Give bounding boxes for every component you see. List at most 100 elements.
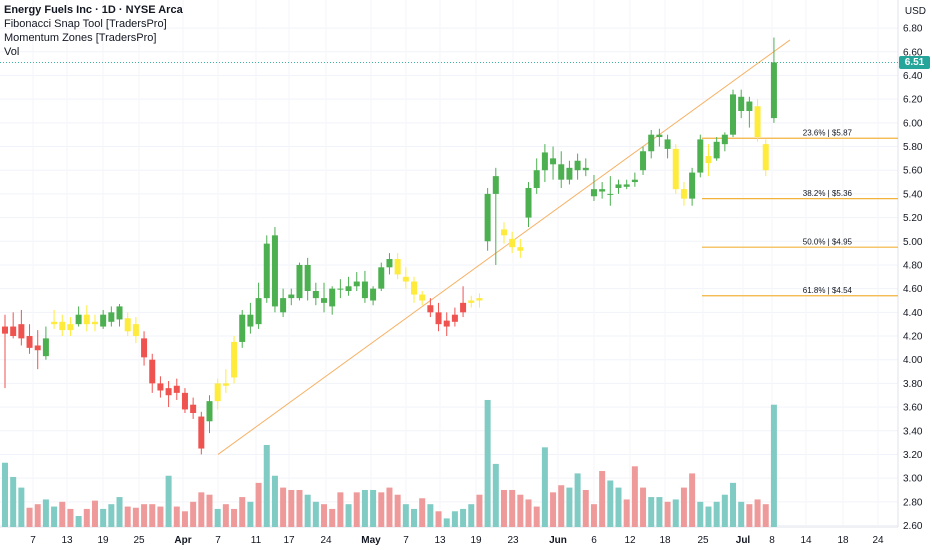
- volume-bar: [558, 485, 565, 527]
- candle-body: [566, 167, 573, 180]
- candle-body: [427, 305, 434, 313]
- volume-bar: [51, 506, 58, 527]
- y-tick-label: 2.60: [903, 521, 923, 532]
- candle-body: [296, 264, 303, 299]
- candle-body: [100, 314, 107, 327]
- volume-bar: [451, 511, 458, 527]
- candle-body: [476, 298, 483, 301]
- candle-body: [255, 298, 262, 325]
- x-tick-label: 19: [97, 535, 109, 546]
- candle-body: [672, 148, 679, 190]
- volume-bar: [705, 506, 712, 527]
- y-tick-label: 4.80: [903, 260, 923, 271]
- volume-bar: [34, 504, 41, 527]
- candle-body: [222, 383, 229, 386]
- volume-bar: [312, 501, 319, 527]
- candle-body: [263, 243, 270, 299]
- volume-bar: [345, 504, 352, 527]
- candle-body: [231, 341, 238, 378]
- candle-body: [443, 320, 450, 327]
- y-tick-label: 6.80: [903, 24, 923, 35]
- trend-line: [217, 39, 791, 455]
- volume-bar: [198, 492, 205, 527]
- volume-bar: [468, 504, 475, 527]
- candle-body: [18, 324, 25, 339]
- indicator-momentum-zones[interactable]: Momentum Zones [TradersPro]: [4, 32, 157, 44]
- x-tick-label: 24: [320, 535, 332, 546]
- candle-body: [509, 238, 516, 248]
- volume-bar: [108, 504, 115, 527]
- y-tick-label: 4.60: [903, 284, 923, 295]
- volume-bar: [386, 487, 393, 527]
- volume-bar: [157, 506, 164, 527]
- candle-body: [394, 259, 401, 275]
- volume-bar: [730, 482, 737, 527]
- x-tick-label: 17: [283, 535, 295, 546]
- candle-body: [288, 294, 295, 299]
- candle-body: [378, 267, 385, 289]
- candle-body: [42, 338, 49, 357]
- volume-bar: [640, 487, 647, 527]
- candle-body: [345, 286, 352, 292]
- volume-bar: [525, 499, 532, 527]
- x-tick-label: 23: [507, 535, 519, 546]
- volume-bar: [590, 504, 597, 527]
- fib-level-label: 61.8% | $4.54: [803, 286, 853, 295]
- candle-body: [468, 300, 475, 303]
- volume-bar: [623, 499, 630, 527]
- y-tick-label: 3.00: [903, 474, 923, 485]
- volume-bar: [460, 508, 467, 527]
- candle-body: [460, 302, 467, 313]
- candle-body: [206, 401, 213, 422]
- candle-body: [689, 172, 696, 199]
- candle-body: [648, 134, 655, 152]
- candle-body: [550, 158, 557, 165]
- candle-body: [525, 187, 532, 218]
- candle-body: [730, 94, 737, 135]
- y-tick-label: 4.40: [903, 308, 923, 319]
- candle-body: [337, 288, 344, 290]
- candle-body: [623, 184, 630, 187]
- candle-body: [67, 324, 74, 331]
- x-tick-label: Jun: [549, 535, 567, 546]
- volume-bar: [656, 497, 663, 527]
- y-tick-label: 5.00: [903, 237, 923, 248]
- volume-bar: [721, 494, 728, 527]
- volume-bar: [509, 489, 516, 527]
- volume-bar: [116, 497, 123, 527]
- x-tick-label: 25: [133, 535, 145, 546]
- volume-bar: [18, 487, 25, 527]
- y-tick-label: 6.60: [903, 47, 923, 58]
- symbol-title[interactable]: Energy Fuels Inc · 1D · NYSE Arca: [4, 4, 183, 16]
- fib-level-label: 23.6% | $5.87: [803, 129, 853, 138]
- candle-body: [558, 164, 565, 180]
- currency-label[interactable]: USD: [904, 6, 926, 17]
- volume-bar: [484, 399, 491, 527]
- x-tick-label: 18: [659, 535, 671, 546]
- candle-body: [173, 385, 180, 393]
- volume-bar: [762, 504, 769, 527]
- volume-bar: [533, 506, 540, 527]
- volume-bar: [10, 476, 17, 527]
- volume-bar: [574, 473, 581, 527]
- y-tick-label: 6.00: [903, 118, 923, 129]
- candle-body: [124, 318, 131, 332]
- volume-bar: [689, 473, 696, 527]
- candle-body: [746, 101, 753, 111]
- candle-body: [239, 314, 246, 342]
- candle-body: [198, 416, 205, 449]
- candle-body: [91, 321, 98, 325]
- volume-bar: [231, 508, 238, 527]
- volume-bar: [680, 487, 687, 527]
- candle-body: [656, 134, 663, 138]
- volume-bar: [378, 492, 385, 527]
- indicator-volume[interactable]: Vol: [4, 46, 20, 58]
- volume-bar: [247, 501, 254, 527]
- volume-bar: [255, 482, 262, 527]
- candle-body: [247, 314, 254, 327]
- y-tick-label: 6.40: [903, 71, 923, 82]
- indicator-fibonacci[interactable]: Fibonacci Snap Tool [TradersPro]: [4, 18, 167, 30]
- x-tick-label: 7: [403, 535, 409, 546]
- volume-bar: [288, 489, 295, 527]
